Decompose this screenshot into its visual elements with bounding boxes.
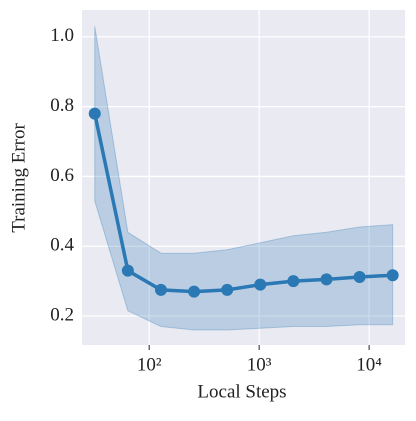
y-tick-label: 0.6: [50, 165, 74, 186]
y-tick-label: 1.0: [50, 25, 74, 46]
plot-area: [82, 10, 405, 345]
y-tick-label: 0.8: [50, 95, 74, 116]
point: [320, 273, 333, 286]
point: [188, 285, 201, 298]
point: [88, 107, 101, 120]
point: [353, 270, 366, 283]
point: [154, 283, 167, 296]
x-axis-label: Local Steps: [197, 381, 286, 402]
point: [121, 264, 134, 277]
point: [287, 275, 300, 288]
point: [386, 269, 399, 282]
x-tick-label: 10³: [247, 354, 272, 375]
y-tick-label: 0.4: [50, 235, 74, 256]
point: [221, 283, 234, 296]
line: [93, 113, 393, 294]
y-tick-label: 0.2: [50, 304, 74, 325]
x-tick-label: 10⁴: [356, 354, 382, 375]
point: [254, 278, 267, 291]
x-tick-label: 10²: [137, 354, 162, 375]
confidence-band: [94, 26, 394, 331]
y-axis-label: Training Error: [8, 123, 29, 233]
